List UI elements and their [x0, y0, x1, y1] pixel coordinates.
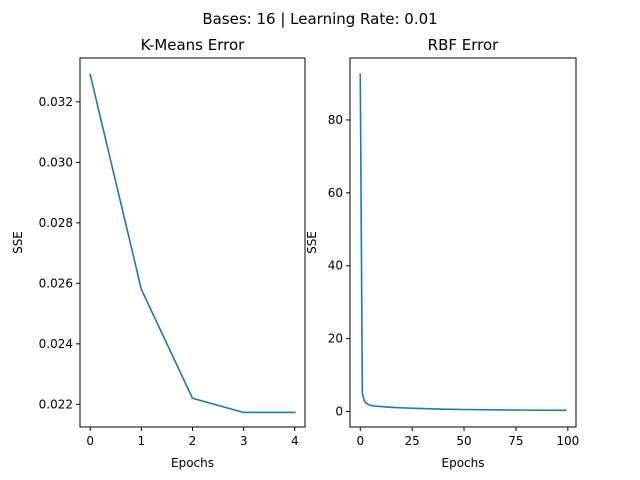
rbf-y-tick-label: 0	[335, 405, 343, 419]
rbf-x-tick-label: 0	[356, 434, 364, 448]
kmeans-series-line-0	[89, 73, 296, 414]
kmeans-y-axis-label: SSE	[11, 231, 25, 254]
kmeans-y-tick-label: 0.032	[39, 95, 73, 109]
rbf-y-tick-label: 40	[328, 259, 343, 273]
kmeans-x-tick-label: 1	[138, 434, 146, 448]
kmeans-x-tick-label: 0	[86, 434, 94, 448]
kmeans-y-tick-label: 0.030	[39, 155, 73, 169]
rbf-y-axis-label: SSE	[305, 231, 319, 254]
figure-suptitle: Bases: 16 | Learning Rate: 0.01	[202, 10, 437, 28]
rbf-x-tick-label: 100	[556, 434, 579, 448]
kmeans-y-tick-label: 0.024	[39, 337, 73, 351]
kmeans-x-tick-label: 4	[291, 434, 299, 448]
rbf-y-tick-label: 80	[328, 113, 343, 127]
kmeans-y-tick-label: 0.028	[39, 216, 73, 230]
rbf-y-tick-label: 60	[328, 186, 343, 200]
rbf-series-line-0	[359, 73, 567, 412]
rbf-y-tick-label: 20	[328, 332, 343, 346]
kmeans-y-tick-label: 0.022	[39, 397, 73, 411]
kmeans-x-tick-label: 2	[189, 434, 197, 448]
rbf-axes-frame	[349, 57, 577, 428]
kmeans-error-axes: 0 1 2 3 4 0.022 0.024 0.026 0.028 0.030 0.032 K-Mea…	[11, 36, 306, 470]
rbf-chart-title: RBF Error	[428, 36, 500, 54]
kmeans-x-axis-label: Epochs	[171, 456, 214, 470]
kmeans-y-tick-label: 0.026	[39, 276, 73, 290]
rbf-x-tick-label: 50	[456, 434, 471, 448]
kmeans-axes-frame	[79, 57, 306, 428]
rbf-x-tick-label: 25	[405, 434, 420, 448]
rbf-x-tick-label: 75	[508, 434, 523, 448]
kmeans-chart-title: K-Means Error	[141, 36, 246, 54]
rbf-x-axis-label: Epochs	[442, 456, 485, 470]
kmeans-x-tick-label: 3	[240, 434, 248, 448]
rbf-error-axes: 0 25 50 75 100 0 20 40 60 80 RBF Error Epochs SSE	[305, 36, 579, 470]
